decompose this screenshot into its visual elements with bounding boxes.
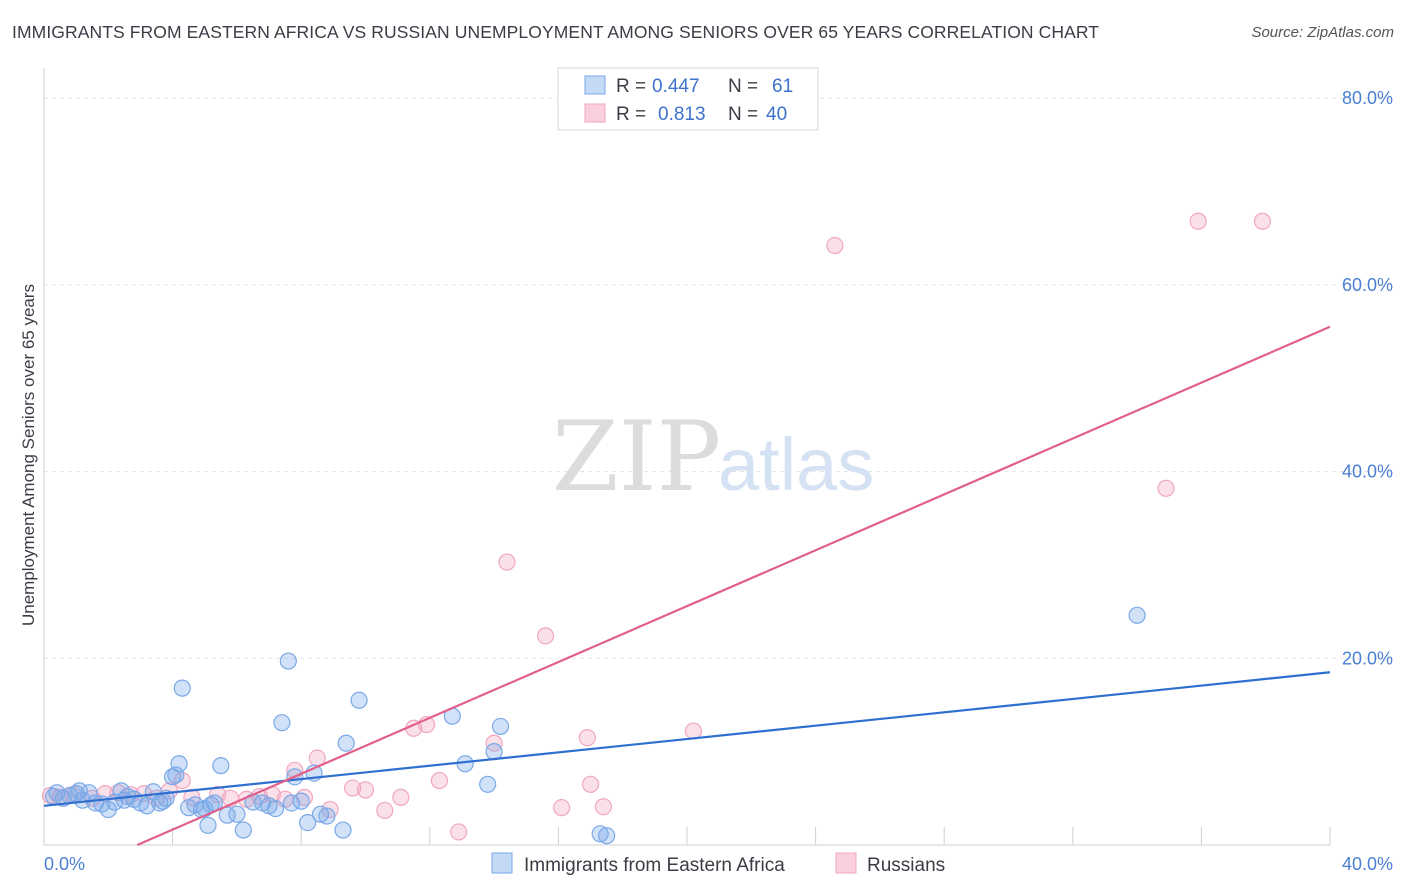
bottom-legend-russians: Russians <box>867 855 945 876</box>
point-russians <box>594 798 613 816</box>
point-immigrants <box>154 792 172 810</box>
y-tick-label: 20.0% <box>1342 648 1393 668</box>
point-russians <box>376 801 394 820</box>
point-immigrants <box>334 821 352 839</box>
grid <box>44 97 1392 659</box>
point-immigrants <box>234 821 252 839</box>
point-russians <box>581 775 600 793</box>
axes <box>43 68 1331 846</box>
y-tick-label: 80.0% <box>1342 88 1393 108</box>
point-russians <box>356 781 375 799</box>
bottom-legend-swatch-immigrants <box>491 852 513 874</box>
tick-labels: 20.0% 40.0% 60.0% 80.0% 0.0% 40.0% <box>44 88 1393 874</box>
bottom-legend-immigrants: Immigrants from Eastern Africa <box>524 855 785 876</box>
point-immigrants <box>591 825 609 843</box>
point-immigrants <box>485 743 503 761</box>
point-immigrants <box>48 784 66 802</box>
point-immigrants <box>228 805 246 823</box>
x-tick-label: 0.0% <box>44 854 85 874</box>
point-russians <box>498 553 516 571</box>
point-immigrants <box>456 755 474 773</box>
y-tick-label: 40.0% <box>1342 462 1393 482</box>
legend-swatch-russians <box>584 103 606 123</box>
point-immigrants <box>167 766 185 784</box>
point-russians <box>430 771 449 790</box>
point-immigrants <box>279 652 297 670</box>
trend-line-immigrants <box>43 671 1331 807</box>
point-immigrants <box>292 792 310 810</box>
point-immigrants <box>212 757 230 775</box>
chart-source: Source: ZipAtlas.com <box>1251 24 1394 41</box>
point-russians <box>578 729 596 747</box>
watermark-atlas: atlas <box>718 423 874 506</box>
legend-r-value-1: 0.447 <box>652 76 700 97</box>
trend-lines <box>43 325 1331 847</box>
trend-line-russians <box>136 325 1331 847</box>
point-immigrants <box>273 714 291 732</box>
point-immigrants <box>1128 606 1146 624</box>
point-immigrants <box>138 797 156 815</box>
legend-n-value-2: 40 <box>766 104 787 125</box>
point-immigrants <box>115 791 133 809</box>
point-russians <box>1157 479 1175 497</box>
watermark: ZIP atlas <box>552 401 874 513</box>
point-immigrants <box>350 691 368 709</box>
legend-n-label-1: N = <box>728 76 758 97</box>
bottom-legend-swatch-russians <box>835 852 857 874</box>
point-immigrants <box>299 813 317 832</box>
point-russians <box>826 236 844 255</box>
y-tick-label: 60.0% <box>1342 275 1393 295</box>
point-russians <box>344 779 362 797</box>
point-russians <box>553 799 571 817</box>
data-points <box>41 212 1272 845</box>
point-russians <box>392 788 410 806</box>
watermark-zip: ZIP <box>552 401 721 513</box>
legend-box: R = 0.447 N = 61 R = 0.813 N = 40 <box>557 67 819 131</box>
chart-title: IMMIGRANTS FROM EASTERN AFRICA VS RUSSIA… <box>12 22 1100 42</box>
point-immigrants <box>311 805 330 823</box>
x-tick-label: 40.0% <box>1342 854 1393 874</box>
point-immigrants <box>491 717 510 736</box>
bottom-legend: Immigrants from Eastern Africa Russians <box>491 852 945 876</box>
point-immigrants <box>170 755 188 773</box>
point-immigrants <box>337 734 355 752</box>
point-immigrants <box>70 782 88 800</box>
y-axis-label: Unemployment Among Seniors over 65 years <box>19 284 38 626</box>
point-immigrants <box>598 827 616 845</box>
point-russians <box>450 823 468 841</box>
legend-swatch-immigrants <box>584 75 606 95</box>
point-immigrants <box>173 679 191 697</box>
point-immigrants <box>266 799 285 818</box>
point-russians <box>536 627 555 645</box>
legend-r-value-2: 0.813 <box>658 104 706 125</box>
legend-r-label-1: R = <box>616 76 646 97</box>
point-immigrants <box>479 775 497 793</box>
legend-r-label-2: R = <box>616 104 646 125</box>
point-immigrants <box>199 816 217 834</box>
legend-n-label-2: N = <box>728 104 758 125</box>
point-russians <box>1189 212 1207 230</box>
point-russians <box>1253 212 1272 230</box>
legend-n-value-1: 61 <box>772 76 793 97</box>
point-immigrants <box>318 807 336 825</box>
